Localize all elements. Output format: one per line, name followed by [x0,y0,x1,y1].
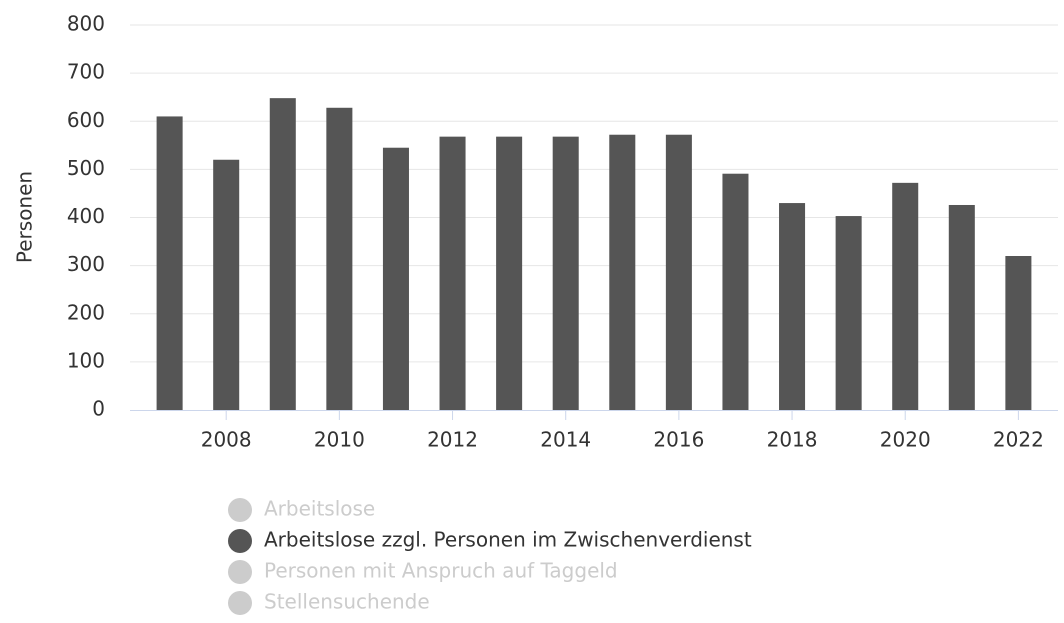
y-tick-label: 500 [67,156,105,180]
y-tick-label: 700 [67,60,105,84]
y-tick-label: 400 [67,204,105,228]
bar [213,159,240,410]
bar [948,204,975,410]
legend-label[interactable]: Stellensuchende [264,590,430,614]
bar [665,134,692,410]
bar [326,107,353,411]
x-tick-label: 2012 [427,428,478,452]
bar [156,116,183,410]
x-tick-label: 2022 [993,428,1044,452]
bar [609,134,636,410]
y-tick-label: 600 [67,108,105,132]
bar [779,203,806,410]
legend-marker[interactable] [228,498,252,522]
y-axis-title: Personen [13,171,37,263]
bar [835,216,862,410]
bar [722,173,749,410]
x-tick-label: 2014 [540,428,591,452]
bar [496,136,523,410]
bar [1005,256,1032,410]
legend-marker[interactable] [228,560,252,584]
x-tick-label: 2010 [314,428,365,452]
bar [552,136,579,410]
legend-marker[interactable] [228,591,252,615]
y-tick-label: 0 [92,397,105,421]
bar [382,147,409,410]
bar [269,98,296,411]
x-tick-label: 2018 [767,428,818,452]
legend-marker[interactable] [228,529,252,553]
x-tick-label: 2008 [201,428,252,452]
x-tick-label: 2020 [880,428,931,452]
y-tick-label: 100 [67,348,105,372]
x-tick-label: 2016 [653,428,704,452]
y-tick-label: 800 [67,12,105,36]
bar [892,182,919,410]
y-tick-label: 300 [67,252,105,276]
legend-label[interactable]: Arbeitslose [264,497,375,521]
legend-label[interactable]: Personen mit Anspruch auf Taggeld [264,559,618,583]
y-tick-label: 200 [67,300,105,324]
legend-label[interactable]: Arbeitslose zzgl. Personen im Zwischenve… [264,528,752,552]
bar [439,136,466,410]
